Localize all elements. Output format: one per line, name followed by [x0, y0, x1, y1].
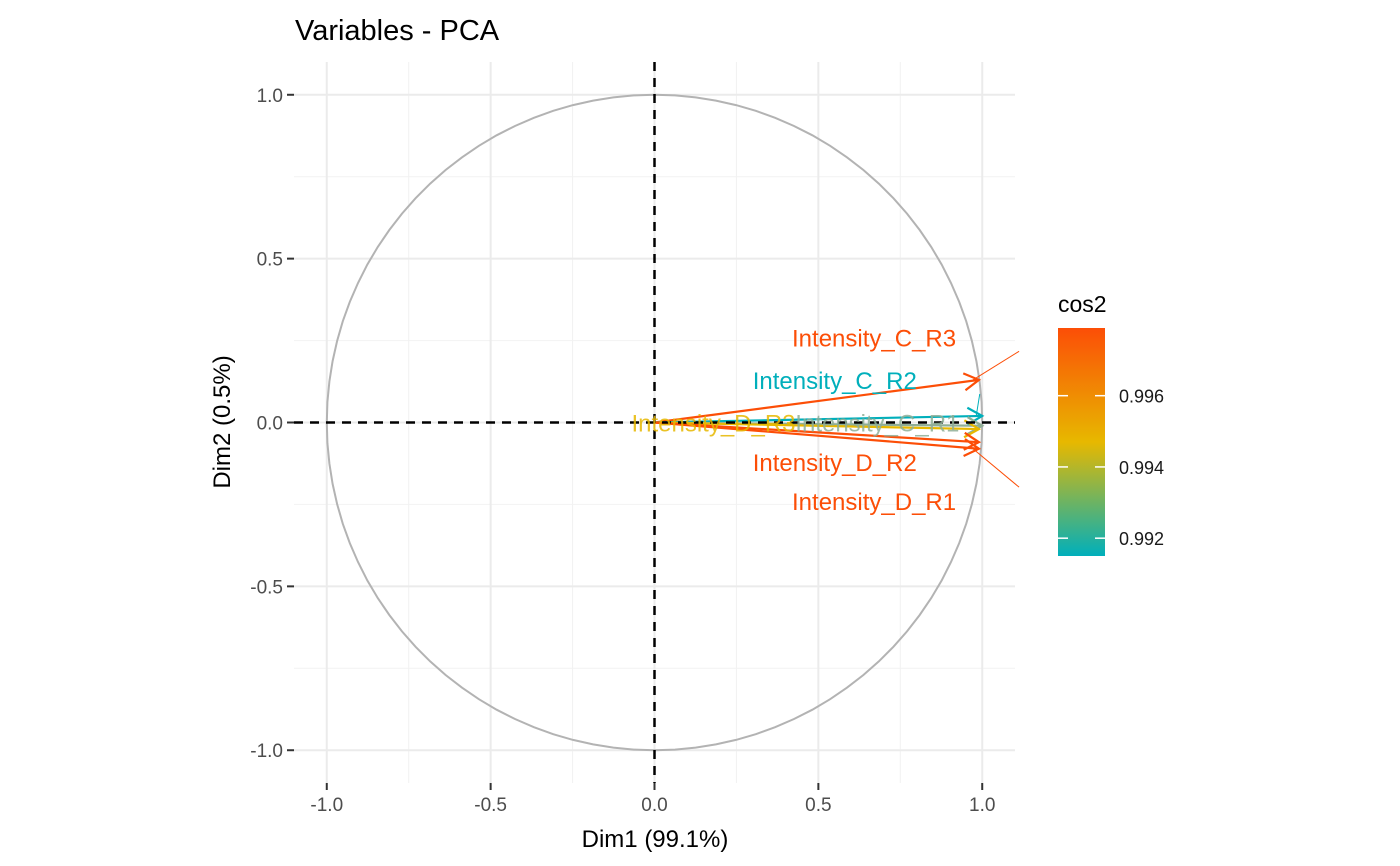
chart-title: Variables - PCA [295, 15, 500, 47]
y-axis-title: Dim2 (0.5%) [209, 355, 236, 488]
arrow-Intensity_C_R2 [654, 414, 983, 424]
label-connector-Intensity_C_R3 [972, 350, 1020, 381]
y-tick-label: 0.5 [257, 250, 283, 271]
legend-ticks: 0.996 0.994 0.992 [1058, 387, 1164, 549]
x-tick-label: -0.5 [474, 795, 507, 816]
label-Intensity_C_R1: Intensity_C_R1 [795, 411, 959, 438]
x-axis: -1.0 -0.5 0.0 0.5 1.0 [310, 783, 995, 816]
arrowhead-Intensity_C_R3 [962, 372, 982, 392]
label-Intensity_C_R2: Intensity_C_R2 [753, 368, 917, 395]
legend-title: cos2 [1058, 291, 1107, 317]
x-axis-title: Dim1 (99.1%) [582, 826, 729, 853]
x-tick-label: 0.5 [805, 795, 831, 816]
y-tick-label: 1.0 [257, 86, 283, 107]
label-connector-Intensity_D_R1 [972, 448, 1020, 488]
arrow-Intensity_D_R1 [654, 421, 980, 450]
arrowhead-Intensity_D_R1 [963, 438, 982, 457]
legend: cos2 0.996 0.994 0.992 [1058, 291, 1164, 556]
variable-labels: Intensity_C_R3 Intensity_C_R2 Intensity_C_… [631, 325, 1020, 516]
label-Intensity_C_R3: Intensity_C_R3 [792, 325, 956, 352]
label-Intensity_D_R2: Intensity_D_R2 [753, 450, 917, 477]
legend-break-label: 0.992 [1119, 529, 1164, 549]
legend-break-label: 0.996 [1119, 387, 1164, 407]
x-tick-label: 0.0 [641, 795, 667, 816]
x-tick-label: 1.0 [969, 795, 995, 816]
y-tick-label: -1.0 [250, 741, 283, 762]
y-tick-label: 0.0 [257, 414, 283, 435]
label-Intensity_D_R1: Intensity_D_R1 [792, 489, 956, 516]
arrowhead-Intensity_C_R1 [966, 416, 985, 436]
label-Intensity_D_R3: Intensity_D_R3 [631, 411, 795, 438]
x-tick-label: -1.0 [310, 795, 343, 816]
arrow-Intensity_D_R3 [654, 421, 979, 431]
legend-break-label: 0.994 [1119, 458, 1164, 478]
arrow-Intensity_C_R3 [654, 378, 980, 424]
label-connector-Intensity_C_R2 [975, 393, 981, 417]
variable-arrows [654, 372, 985, 457]
legend-colorbar [1058, 328, 1105, 556]
y-tick-label: -0.5 [250, 577, 283, 598]
plot-panel: Intensity_C_R3 Intensity_C_R2 Intensity_C_… [294, 62, 1020, 783]
reference-lines [294, 62, 1015, 783]
y-axis: 1.0 0.5 0.0 -0.5 -1.0 [250, 86, 294, 762]
